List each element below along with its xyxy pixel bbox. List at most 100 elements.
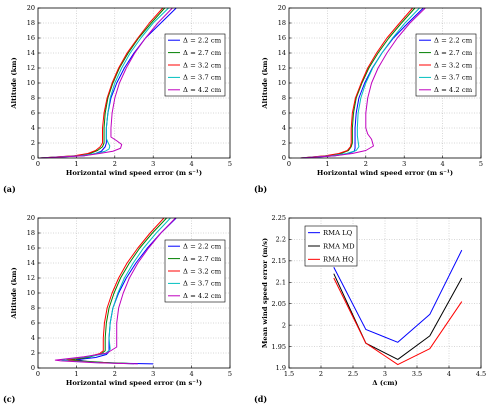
y-tick-label: 18 [27,19,35,27]
y-tick-label: 16 [278,34,286,42]
y-tick-label: 4 [31,124,35,132]
series-line [66,217,165,364]
legend-label: RMA MD [323,242,355,250]
x-axis-label: Horizontal wind speed error (m s⁻¹) [66,169,202,177]
legend-label: Δ = 2.7 cm [183,49,222,57]
y-tick-label: 2 [282,139,286,147]
x-tick-label: 5 [479,160,483,168]
x-tick-label: 2.5 [348,370,358,378]
series-line [333,273,463,360]
axes-frame [37,7,231,159]
x-tick-label: 4 [447,370,451,378]
x-tick-label: 4 [190,160,194,168]
legend-label: Δ = 2.7 cm [183,255,222,263]
y-tick-label: 8 [31,94,35,102]
y-tick-label: 10 [278,79,286,87]
x-tick-label: 2 [113,160,117,168]
legend-label: Δ = 4.2 cm [183,292,222,300]
series-line [333,249,463,343]
x-axis-label: Δ (cm) [372,379,397,387]
y-tick-label: 6 [31,319,35,327]
legend-label: Δ = 2.2 cm [183,37,222,45]
y-axis-label: Mean wind speed error (m/s) [261,238,269,348]
panel-label: (b) [254,184,267,194]
legend-label: Δ = 2.2 cm [183,243,222,251]
x-tick-label: 2 [319,370,323,378]
x-tick-label: 4.5 [476,370,486,378]
x-tick-label: 4 [190,370,194,378]
y-tick-label: 14 [278,49,286,57]
axes-frame [288,217,482,369]
x-axis-label: Horizontal wind speed error (m s⁻¹) [66,379,202,387]
y-axis-label: Altitude (km) [261,57,269,109]
y-axis-label: Altitude (km) [10,267,18,319]
series-line [60,217,171,365]
panel-label: (d) [254,394,267,404]
x-tick-label: 5 [228,370,232,378]
series-line [300,7,416,159]
y-tick-label: 0 [31,154,35,162]
legend-label: Δ = 3.2 cm [434,61,473,69]
legend-label: Δ = 2.7 cm [434,49,473,57]
legend-label: Δ = 3.7 cm [183,74,222,82]
x-tick-label: 1 [74,160,78,168]
y-tick-label: 1.9 [276,364,286,372]
legend-label: RMA LQ [323,229,353,237]
series-line [39,7,164,159]
series-line [70,217,168,364]
y-tick-label: 0 [282,154,286,162]
x-tick-label: 0 [36,160,40,168]
x-tick-label: 3.5 [412,370,422,378]
y-tick-label: 14 [27,259,35,267]
legend-label: Δ = 4.2 cm [183,86,222,94]
axes-frame [37,217,231,369]
legend-label: RMA HQ [323,256,354,264]
y-tick-label: 12 [27,64,35,72]
y-tick-label: 2.05 [272,300,286,308]
y-tick-label: 2 [282,321,286,329]
y-axis-label: Altitude (km) [10,57,18,109]
series-line [333,277,463,366]
y-tick-label: 12 [278,64,286,72]
x-tick-label: 0 [36,370,40,378]
y-tick-label: 2.2 [276,236,286,244]
y-tick-label: 2.25 [272,214,286,222]
y-tick-label: 1.95 [272,343,286,351]
x-tick-label: 3 [383,370,387,378]
y-tick-label: 16 [27,34,35,42]
y-tick-label: 0 [31,364,35,372]
x-tick-label: 1 [74,370,78,378]
x-tick-label: 3 [402,160,406,168]
y-tick-label: 2 [31,349,35,357]
legend-label: Δ = 4.2 cm [434,86,473,94]
y-tick-label: 2.1 [276,278,286,286]
y-tick-label: 10 [27,289,35,297]
y-tick-label: 8 [31,304,35,312]
x-tick-label: 4 [441,160,445,168]
x-tick-label: 3 [151,160,155,168]
x-tick-label: 5 [228,160,232,168]
y-tick-label: 2.15 [272,257,286,265]
y-tick-label: 20 [27,4,35,12]
y-tick-label: 20 [27,214,35,222]
y-tick-label: 4 [282,124,286,132]
x-tick-label: 2 [113,370,117,378]
series-line [300,7,414,159]
series-line [300,7,420,159]
x-tick-label: 3 [151,370,155,378]
x-tick-label: 0 [287,160,291,168]
legend-label: Δ = 3.2 cm [183,267,222,275]
y-tick-label: 8 [282,94,286,102]
x-tick-label: 2 [364,160,368,168]
legend-label: Δ = 3.7 cm [183,280,222,288]
y-tick-label: 10 [27,79,35,87]
series-line [39,7,169,159]
panel-label: (c) [3,394,16,404]
panel-label: (a) [3,184,16,194]
x-tick-label: 1 [325,160,329,168]
x-tick-label: 1.5 [284,370,294,378]
series-line [39,7,173,159]
axes-frame [288,7,482,159]
y-tick-label: 18 [278,19,286,27]
